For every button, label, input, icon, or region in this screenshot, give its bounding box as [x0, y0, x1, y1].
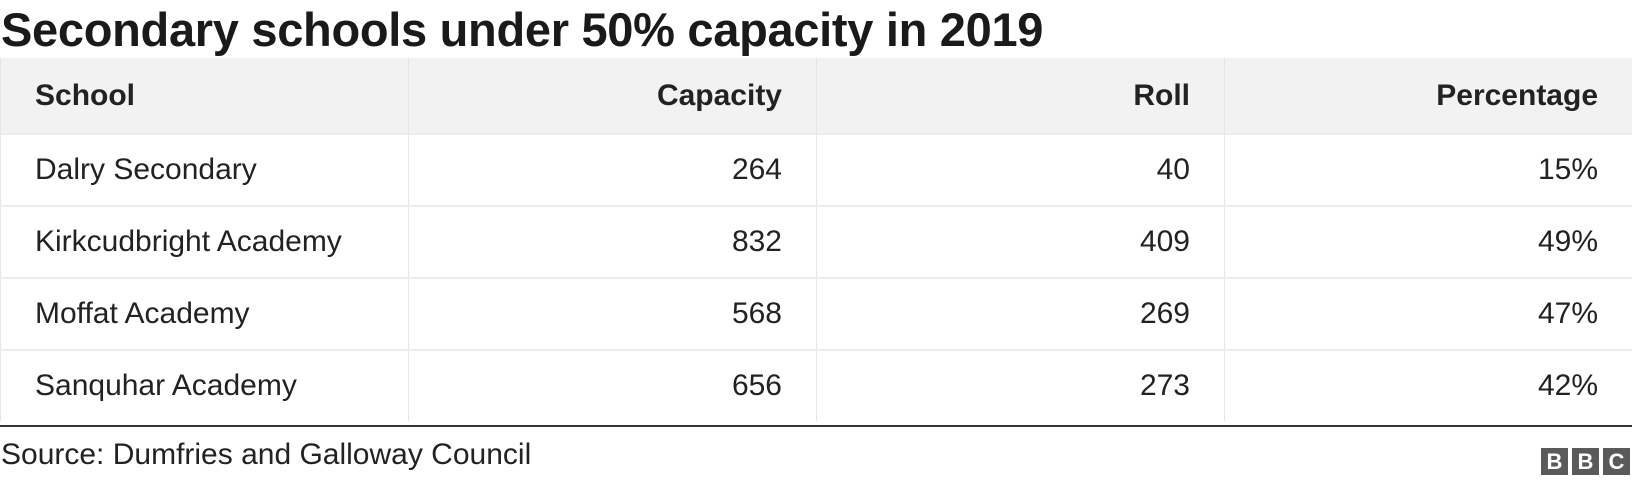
- column-header-capacity: Capacity: [408, 58, 817, 134]
- cell-roll: 273: [816, 349, 1225, 421]
- source-note: Source: Dumfries and Galloway Council: [1, 438, 532, 471]
- column-header-school: School: [0, 58, 409, 134]
- cell-percentage: 42%: [1224, 349, 1632, 421]
- logo-letter-b2: B: [1572, 448, 1599, 475]
- cell-school: Dalry Secondary: [0, 133, 409, 206]
- table-header-row: School Capacity Roll Percentage: [0, 58, 1632, 134]
- table-row: Moffat Academy 568 269 47%: [0, 277, 1632, 350]
- cell-roll: 40: [816, 133, 1225, 206]
- cell-roll: 269: [816, 277, 1225, 350]
- data-table: School Capacity Roll Percentage Dalry Se…: [0, 58, 1632, 421]
- column-header-roll: Roll: [816, 58, 1225, 134]
- cell-school: Moffat Academy: [0, 277, 409, 350]
- logo-letter-c: C: [1603, 448, 1630, 475]
- cell-capacity: 656: [408, 349, 817, 421]
- cell-school: Kirkcudbright Academy: [0, 205, 409, 278]
- cell-capacity: 832: [408, 205, 817, 278]
- column-header-percentage: Percentage: [1224, 58, 1632, 134]
- cell-percentage: 15%: [1224, 133, 1632, 206]
- table-row: Sanquhar Academy 656 273 42%: [0, 349, 1632, 421]
- cell-school: Sanquhar Academy: [0, 349, 409, 421]
- logo-letter-b1: B: [1541, 448, 1568, 475]
- footer-divider: [0, 425, 1632, 427]
- cell-roll: 409: [816, 205, 1225, 278]
- table-row: Dalry Secondary 264 40 15%: [0, 133, 1632, 206]
- cell-capacity: 568: [408, 277, 817, 350]
- chart-title: Secondary schools under 50% capacity in …: [1, 3, 1044, 56]
- table-row: Kirkcudbright Academy 832 409 49%: [0, 205, 1632, 278]
- bbc-logo: B B C: [1541, 448, 1630, 475]
- cell-percentage: 47%: [1224, 277, 1632, 350]
- cell-percentage: 49%: [1224, 205, 1632, 278]
- cell-capacity: 264: [408, 133, 817, 206]
